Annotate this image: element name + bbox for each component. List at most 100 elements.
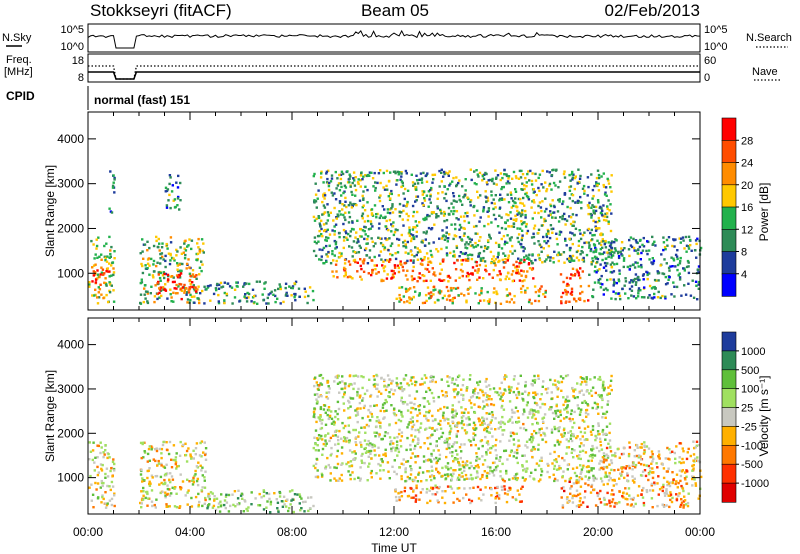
power-cell-r10 (570, 290, 574, 293)
velocity-cell-r3 (382, 417, 385, 420)
power-cell-r7 (609, 243, 613, 246)
power-cell-r3 (195, 252, 198, 256)
power-cell-r8 (498, 270, 501, 273)
velocity-cell-r4 (496, 494, 499, 498)
velocity-cell-r3 (359, 441, 362, 444)
velocity-cell-r5 (560, 487, 563, 490)
velocity-cell-r2 (213, 498, 216, 501)
power-colorbar-tick-label: 8 (741, 247, 747, 259)
velocity-cell-r3 (578, 476, 581, 479)
velocity-cell-r1 (142, 479, 145, 482)
velocity-cell-r3 (497, 427, 500, 430)
power-cell-r11 (637, 292, 640, 295)
power-cell-r11 (630, 289, 634, 292)
power-cell-r7 (340, 170, 344, 173)
power-cell-r7 (394, 252, 397, 255)
velocity-cell-r3 (557, 427, 560, 431)
velocity-cell-r3 (441, 431, 445, 435)
velocity-cell-r3 (487, 384, 491, 387)
power-cell-r11 (653, 292, 656, 296)
velocity-cell-r3 (579, 430, 583, 434)
velocity-cell-r3 (455, 441, 459, 444)
velocity-cell-r4 (495, 491, 499, 495)
power-cell-r7 (568, 259, 571, 263)
power-cell-r7 (524, 216, 527, 219)
velocity-cell-r3 (528, 410, 531, 414)
power-cell-r7 (363, 237, 366, 241)
velocity-cell-r2 (241, 497, 244, 500)
power-cell-r7 (379, 169, 382, 172)
velocity-cell-r4 (419, 491, 423, 494)
velocity-cell-r1 (159, 475, 163, 479)
power-cell-r7 (427, 260, 430, 264)
power-cell-r7 (492, 198, 495, 201)
velocity-cell-r3 (581, 377, 584, 380)
velocity-cell-r3 (333, 477, 336, 480)
power-cell-r11 (687, 265, 690, 268)
power-cell-r7 (410, 253, 414, 257)
velocity-cell-r3 (608, 431, 611, 435)
power-cell-r7 (325, 222, 328, 225)
velocity-cell-r4 (398, 498, 401, 502)
velocity-cell-r5 (587, 483, 590, 487)
power-cell-r8 (354, 260, 357, 264)
power-cell-r8 (371, 268, 374, 272)
velocity-cell-r2 (206, 505, 210, 508)
power-cell-r7 (482, 177, 486, 180)
velocity-cell-r4 (503, 488, 507, 491)
power-cell-r7 (573, 233, 576, 237)
velocity-cell-r3 (393, 436, 396, 440)
power-cell-r7 (474, 241, 477, 245)
power-cell-r11 (637, 289, 640, 292)
velocity-cell-r3 (447, 468, 450, 471)
power-cell-r7 (467, 197, 470, 201)
power-cell-r7 (519, 259, 522, 263)
power-cell-r7 (326, 211, 330, 214)
power-cell-r11 (611, 271, 614, 274)
power-cell-r0 (96, 273, 100, 276)
velocity-cell-r1 (142, 486, 145, 490)
power-cell-r11 (613, 280, 616, 284)
power-cell-r3 (198, 251, 202, 254)
velocity-cell-r3 (595, 436, 598, 440)
power-cell-r3 (182, 251, 185, 254)
velocity-cell-r5 (589, 491, 593, 494)
velocity-cell-r5 (577, 481, 580, 484)
power-cell-r10 (560, 295, 563, 299)
velocity-cell-r3 (384, 452, 387, 455)
power-cell-r11 (605, 257, 608, 260)
power-cell-r11 (602, 240, 605, 243)
power-cell-r7 (411, 181, 415, 184)
power-cell-r8 (501, 258, 504, 262)
power-cell-r9 (443, 294, 446, 297)
velocity-cell-r3 (587, 459, 590, 463)
power-cell-r8 (401, 265, 404, 269)
power-cell-r7 (317, 215, 320, 218)
power-cell-r7 (362, 197, 365, 200)
power-cell-r11 (619, 297, 622, 301)
power-cell-r7 (488, 235, 491, 238)
velocity-cell-r3 (409, 448, 412, 451)
velocity-cell-r6 (643, 444, 646, 447)
power-cell-r8 (460, 259, 463, 262)
velocity-cell-r3 (478, 418, 482, 422)
velocity-cell-r3 (386, 461, 390, 464)
power-cell-r3 (178, 263, 181, 266)
velocity-cell-r3 (431, 414, 434, 418)
velocity-cell-r4 (437, 501, 440, 504)
velocity-cell-r1 (194, 447, 198, 450)
velocity-cell-r1 (142, 494, 145, 497)
power-cell-r0 (95, 244, 99, 248)
velocity-cell-r3 (369, 419, 372, 422)
velocity-cell-r3 (473, 428, 477, 431)
power-cell-r11 (604, 287, 608, 290)
power-cell-r7 (515, 176, 518, 180)
velocity-cell-r3 (567, 440, 570, 443)
velocity-cell-r1 (139, 473, 143, 476)
power-cell-r7 (331, 194, 335, 197)
power-cell-r10 (564, 288, 567, 292)
power-cell-r7 (579, 253, 582, 256)
velocity-cell-r3 (321, 377, 325, 380)
power-cell-r1 (96, 269, 99, 272)
power-cell-r7 (391, 205, 394, 208)
